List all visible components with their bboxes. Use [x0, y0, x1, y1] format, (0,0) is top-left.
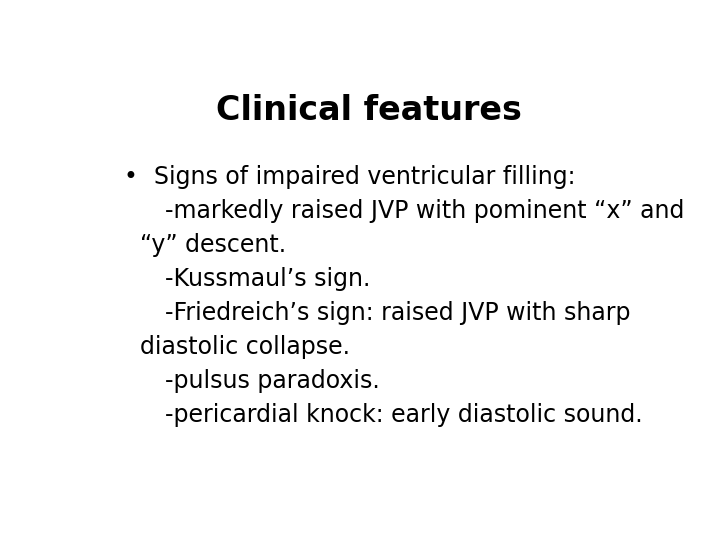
Text: -pericardial knock: early diastolic sound.: -pericardial knock: early diastolic soun…	[166, 403, 643, 427]
Text: Clinical features: Clinical features	[216, 94, 522, 127]
Text: -Kussmaul’s sign.: -Kussmaul’s sign.	[166, 267, 371, 291]
Text: diastolic collapse.: diastolic collapse.	[140, 335, 350, 359]
Text: -Friedreich’s sign: raised JVP with sharp: -Friedreich’s sign: raised JVP with shar…	[166, 301, 631, 325]
Text: -markedly raised JVP with pominent “x” and: -markedly raised JVP with pominent “x” a…	[166, 199, 685, 222]
Text: “y” descent.: “y” descent.	[140, 233, 287, 257]
Text: •: •	[124, 165, 138, 188]
Text: -pulsus paradoxis.: -pulsus paradoxis.	[166, 369, 380, 393]
Text: Signs of impaired ventricular filling:: Signs of impaired ventricular filling:	[154, 165, 576, 188]
